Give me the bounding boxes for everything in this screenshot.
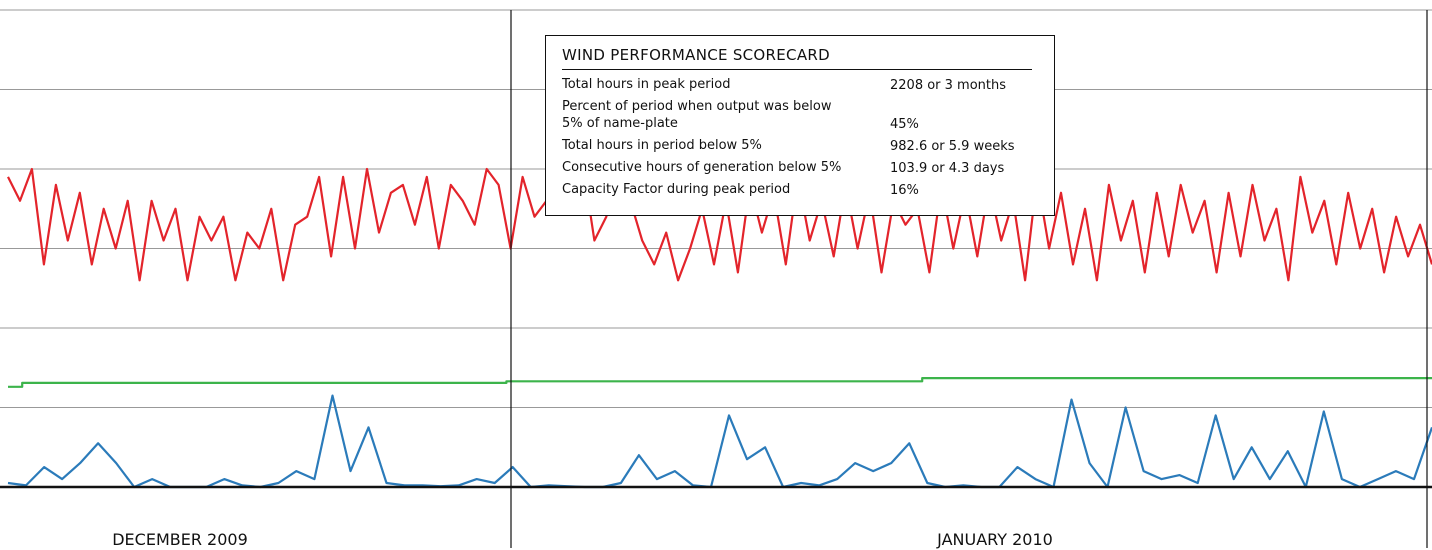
scorecard-row: Total hours in period below 5% 982.6 or 5… (562, 137, 1040, 154)
scorecard-title: WIND PERFORMANCE SCORECARD (562, 46, 1032, 70)
series-line (8, 377, 1432, 388)
scorecard-label: Percent of period when output was below … (562, 99, 832, 131)
scorecard-label: Consecutive hours of generation below 5% (562, 160, 842, 175)
scorecard-value: 2208 or 3 months (890, 78, 1007, 93)
scorecard-label: Total hours in period below 5% (562, 138, 762, 153)
scorecard-value: 45% (890, 117, 919, 132)
scorecard-value: 103.9 or 4.3 days (890, 161, 1005, 176)
scorecard: WIND PERFORMANCE SCORECARD Total hours i… (545, 35, 1055, 216)
series-line (7, 160, 1432, 282)
month-label: DECEMBER 2009 (112, 530, 248, 549)
series-line (7, 394, 1432, 489)
scorecard-row: Consecutive hours of generation below 5%… (562, 159, 1040, 176)
scorecard-label: Total hours in peak period (562, 77, 731, 92)
scorecard-row: Percent of period when output was below … (562, 98, 1040, 132)
lines (7, 160, 1432, 489)
scorecard-row: Total hours in peak period 2208 or 3 mont… (562, 76, 1040, 93)
month-label: JANUARY 2010 (936, 530, 1053, 549)
scorecard-row: Capacity Factor during peak period 16% (562, 181, 1040, 198)
scorecard-value: 982.6 or 5.9 weeks (890, 139, 1015, 154)
scorecard-value: 16% (890, 183, 919, 198)
scorecard-label: Capacity Factor during peak period (562, 182, 791, 197)
